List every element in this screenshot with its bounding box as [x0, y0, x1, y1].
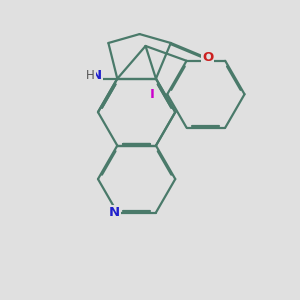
- Text: H: H: [86, 69, 95, 82]
- Text: O: O: [202, 51, 213, 64]
- Text: N: N: [109, 206, 120, 219]
- Text: N: N: [91, 69, 102, 82]
- Text: I: I: [149, 88, 154, 101]
